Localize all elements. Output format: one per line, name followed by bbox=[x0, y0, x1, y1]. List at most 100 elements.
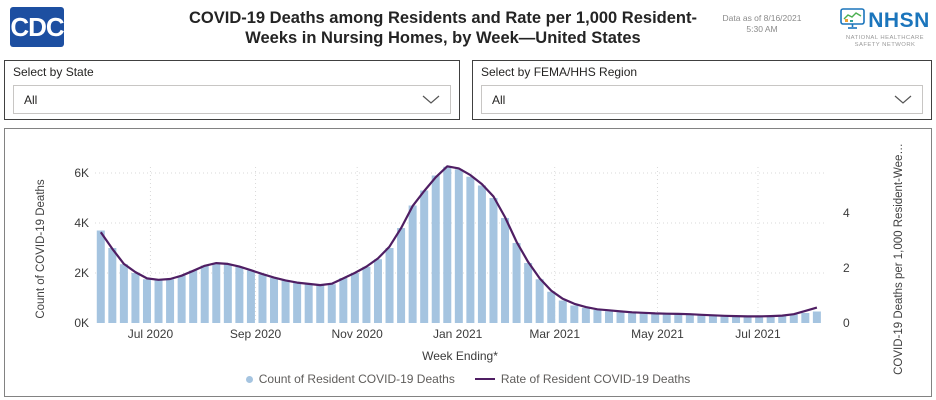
data-as-of-time: 5:30 AM bbox=[746, 24, 778, 34]
nhsn-logo: NHSN NATIONAL HEALTHCARE SAFETY NETWORK bbox=[838, 8, 932, 49]
count-bar[interactable] bbox=[489, 198, 498, 323]
count-bar[interactable] bbox=[593, 310, 602, 323]
count-bar[interactable] bbox=[373, 259, 382, 323]
count-bar[interactable] bbox=[708, 315, 717, 324]
x-axis-title: Week Ending* bbox=[422, 349, 498, 363]
count-bar[interactable] bbox=[293, 283, 302, 323]
region-filter-dropdown[interactable]: All bbox=[481, 85, 923, 114]
count-bar[interactable] bbox=[258, 274, 267, 323]
x-axis-tick-label: Sep 2020 bbox=[230, 327, 282, 341]
count-bar[interactable] bbox=[166, 279, 175, 323]
count-bar[interactable] bbox=[524, 263, 533, 323]
page-title: COVID-19 Deaths among Residents and Rate… bbox=[168, 8, 718, 48]
chart-panel: 0K 2K 4K 6K Jul 2020 Sep 2020 Nov 2020 Jan 2021… bbox=[4, 128, 932, 397]
cdc-logo-text: CDC bbox=[10, 11, 64, 42]
rate-series-swatch bbox=[474, 378, 495, 380]
count-bar[interactable] bbox=[535, 279, 544, 323]
count-bar[interactable] bbox=[327, 284, 336, 323]
count-bar[interactable] bbox=[119, 264, 128, 323]
count-bar[interactable] bbox=[812, 311, 821, 324]
x-axis-tick-label: Jan 2021 bbox=[433, 327, 483, 341]
x-axis-tick-label: Jul 2021 bbox=[735, 327, 781, 341]
x-axis-tick-label: Jul 2020 bbox=[128, 327, 174, 341]
count-bar[interactable] bbox=[362, 266, 371, 323]
count-bar[interactable] bbox=[270, 278, 279, 323]
page-title-line1: COVID-19 Deaths among Residents and Rate… bbox=[189, 9, 697, 27]
state-filter-dropdown[interactable]: All bbox=[13, 85, 451, 114]
count-bar[interactable] bbox=[616, 312, 625, 323]
count-bar[interactable] bbox=[316, 285, 325, 324]
region-filter-label: Select by FEMA/HHS Region bbox=[481, 65, 638, 79]
count-bar[interactable] bbox=[732, 316, 741, 323]
count-bar[interactable] bbox=[454, 169, 463, 323]
count-bar[interactable] bbox=[235, 266, 244, 323]
count-bar[interactable] bbox=[131, 273, 140, 323]
left-axis-tick-label: 6K bbox=[74, 166, 89, 180]
count-series-label: Count of Resident COVID-19 Deaths bbox=[258, 372, 455, 386]
count-bar[interactable] bbox=[639, 313, 648, 324]
count-bar[interactable] bbox=[477, 185, 486, 324]
count-bar[interactable] bbox=[142, 279, 151, 323]
count-bar[interactable] bbox=[96, 230, 105, 324]
count-bar[interactable] bbox=[558, 300, 567, 324]
region-filter-panel: Select by FEMA/HHS Region All bbox=[472, 60, 932, 120]
left-axis-tick-label: 2K bbox=[74, 266, 89, 280]
count-bar[interactable] bbox=[755, 316, 764, 323]
chart-legend: Count of Resident COVID-19 Deaths Rate o… bbox=[5, 372, 931, 386]
nhsn-acronym: NHSN bbox=[868, 9, 930, 32]
count-bar[interactable] bbox=[385, 248, 394, 323]
count-bar[interactable] bbox=[339, 278, 348, 323]
count-bar[interactable] bbox=[420, 190, 429, 324]
header: CDC COVID-19 Deaths among Residents and … bbox=[0, 0, 936, 58]
nhsn-subtitle: NATIONAL HEALTHCARE SAFETY NETWORK bbox=[845, 35, 925, 48]
count-bar[interactable] bbox=[697, 315, 706, 323]
count-bar[interactable] bbox=[512, 243, 521, 323]
count-bar[interactable] bbox=[801, 313, 810, 323]
count-bar[interactable] bbox=[431, 175, 440, 324]
count-bar[interactable] bbox=[108, 248, 117, 323]
count-bar[interactable] bbox=[350, 273, 359, 323]
count-bar[interactable] bbox=[778, 315, 787, 323]
count-bar[interactable] bbox=[766, 315, 775, 323]
rate-series-label: Rate of Resident COVID-19 Deaths bbox=[500, 372, 691, 386]
count-bar[interactable] bbox=[200, 265, 209, 324]
count-bar[interactable] bbox=[743, 316, 752, 323]
count-bar[interactable] bbox=[685, 314, 694, 323]
chevron-down-icon[interactable] bbox=[422, 93, 440, 107]
count-bar[interactable] bbox=[177, 275, 186, 324]
count-bar[interactable] bbox=[501, 218, 510, 323]
count-bar[interactable] bbox=[212, 263, 221, 323]
count-bar[interactable] bbox=[397, 228, 406, 323]
count-bar[interactable] bbox=[570, 305, 579, 324]
left-axis-tick-label: 0K bbox=[74, 316, 89, 330]
count-bar[interactable] bbox=[604, 311, 613, 323]
count-bar[interactable] bbox=[443, 166, 452, 323]
count-bar[interactable] bbox=[154, 280, 163, 324]
count-bar[interactable] bbox=[547, 291, 556, 323]
count-bar[interactable] bbox=[720, 315, 729, 323]
count-bar[interactable] bbox=[628, 313, 637, 323]
cdc-logo: CDC bbox=[10, 7, 65, 47]
count-bar[interactable] bbox=[281, 280, 290, 324]
count-bar[interactable] bbox=[789, 314, 798, 324]
right-axis-title: COVID-19 Deaths per 1,000 Resident-Wee… bbox=[893, 143, 905, 375]
count-bar[interactable] bbox=[581, 308, 590, 323]
left-axis-tick-label: 4K bbox=[74, 216, 89, 230]
count-bar[interactable] bbox=[466, 176, 475, 323]
count-bar[interactable] bbox=[246, 270, 255, 324]
left-axis-title: Count of COVID-19 Deaths bbox=[35, 179, 47, 319]
count-bar[interactable] bbox=[223, 264, 232, 323]
state-filter-label: Select by State bbox=[13, 65, 94, 79]
data-as-of: Data as of 8/16/2021 5:30 AM bbox=[720, 13, 804, 35]
state-filter-value: All bbox=[24, 92, 38, 107]
count-bar[interactable] bbox=[304, 284, 313, 323]
chevron-down-icon[interactable] bbox=[894, 93, 912, 107]
rate-line[interactable] bbox=[99, 165, 818, 318]
count-bar[interactable] bbox=[674, 314, 683, 324]
count-bar[interactable] bbox=[189, 270, 198, 324]
count-bar[interactable] bbox=[662, 314, 671, 323]
count-bar[interactable] bbox=[651, 314, 660, 323]
right-axis-tick-label: 0 bbox=[843, 316, 850, 330]
count-bar[interactable] bbox=[408, 205, 417, 324]
x-axis-tick-label: May 2021 bbox=[631, 327, 684, 341]
